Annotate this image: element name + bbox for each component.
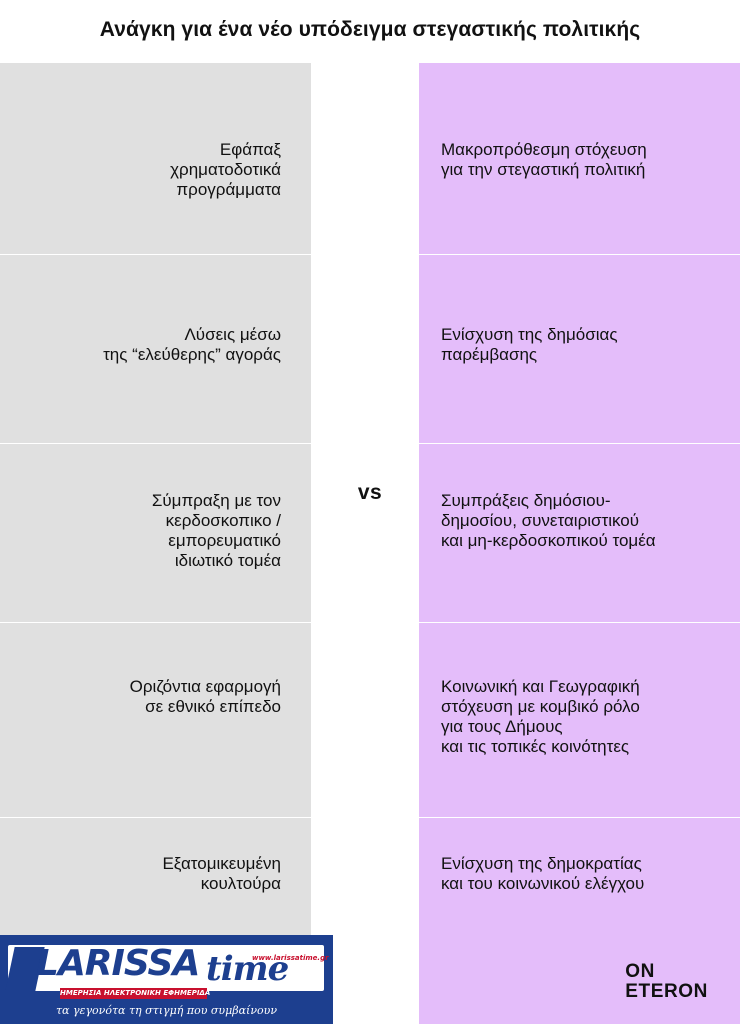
on-eteron-brand: ON ETERON — [625, 962, 708, 1002]
right-cell-4: Κοινωνική και Γεωγραφική στόχευση με κομ… — [419, 622, 740, 817]
logo-slogan: τα γεγονότα τη στιγμή που συμβαίνουν — [55, 1004, 278, 1017]
left-item-3: Σύμπραξη με τον κερδοσκοπικο / εμπορευμα… — [151, 491, 281, 570]
brand-line-2: ETERON — [625, 981, 708, 1002]
left-cell-3: Σύμπραξη με τον κερδοσκοπικο / εμπορευμα… — [0, 443, 311, 622]
logo-tagline: ΗΜΕΡΗΣΙΑ ΗΛΕΚΤΡΟΝΙΚΗ ΕΦΗΜΕΡΙΔΑ — [60, 988, 211, 999]
larissatime-logo: LARISSA time www.larissatime.gr ΗΜΕΡΗΣΙΑ… — [0, 935, 333, 1024]
vs-label: vs — [357, 481, 383, 504]
brand-line-1: ON — [625, 961, 655, 982]
left-cell-4: Οριζόντια εφαρμογή σε εθνικό επίπεδο — [0, 622, 311, 817]
right-item-1: Μακροπρόθεσμη στόχευση για την στεγαστικ… — [441, 140, 647, 179]
page-title: Ανάγκη για ένα νέο υπόδειγμα στεγαστικής… — [99, 18, 641, 41]
right-cell-1: Μακροπρόθεσμη στόχευση για την στεγαστικ… — [419, 63, 740, 254]
logo-white-band — [8, 945, 324, 991]
logo-url: www.larissatime.gr — [252, 954, 329, 962]
right-cell-5: Ενίσχυση της δημοκρατίας και του κοινωνι… — [419, 817, 740, 1024]
left-cell-5: Εξατομικευμένη κουλτούρα — [0, 817, 311, 1024]
left-item-2: Λύσεις μέσω της “ελεύθερης” αγοράς — [103, 325, 281, 364]
left-column-current-model: Εφάπαξ χρηματοδοτικά προγράμματα Λύσεις … — [0, 63, 311, 1024]
left-cell-1: Εφάπαξ χρηματοδοτικά προγράμματα — [0, 63, 311, 254]
left-cell-2: Λύσεις μέσω της “ελεύθερης” αγοράς — [0, 254, 311, 443]
logo-script-text: time — [206, 949, 289, 989]
left-item-1: Εφάπαξ χρηματοδοτικά προγράμματα — [170, 140, 281, 199]
right-item-5: Ενίσχυση της δημοκρατίας και του κοινωνι… — [441, 854, 645, 893]
right-item-3: Συμπράξεις δημόσιου- δημοσίου, συνεταιρι… — [441, 491, 656, 550]
logo-main-text: LARISSA — [36, 943, 200, 984]
right-cell-2: Ενίσχυση της δημόσιας παρέμβασης — [419, 254, 740, 443]
right-item-2: Ενίσχυση της δημόσιας παρέμβασης — [441, 325, 618, 364]
right-column-new-model: Μακροπρόθεσμη στόχευση για την στεγαστικ… — [419, 63, 740, 1024]
left-item-5: Εξατομικευμένη κουλτούρα — [162, 854, 281, 893]
left-item-4: Οριζόντια εφαρμογή σε εθνικό επίπεδο — [129, 677, 281, 716]
right-cell-3: Συμπράξεις δημόσιου- δημοσίου, συνεταιρι… — [419, 443, 740, 622]
right-item-4: Κοινωνική και Γεωγραφική στόχευση με κομ… — [441, 677, 640, 756]
